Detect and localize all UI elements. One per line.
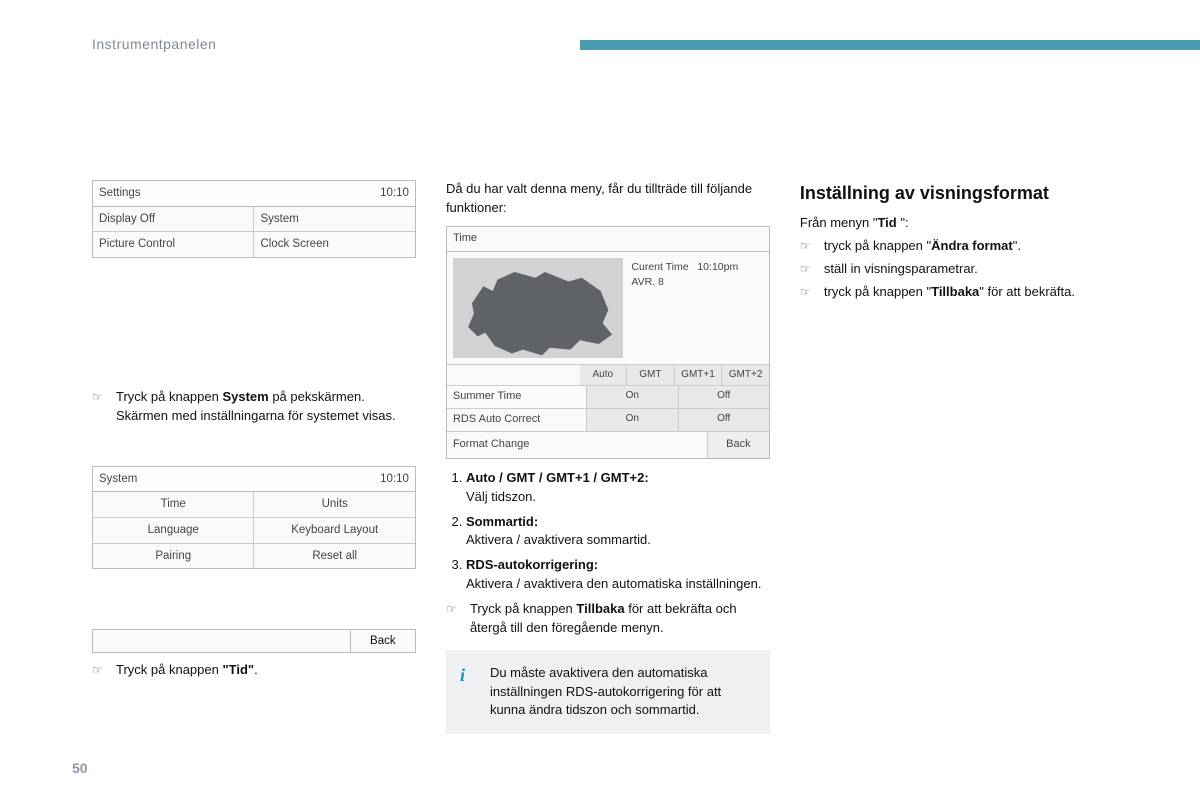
heading: Inställning av visningsformat bbox=[800, 180, 1140, 206]
hand-icon bbox=[800, 237, 816, 256]
europe-map-icon bbox=[453, 258, 623, 358]
settings-cell[interactable]: Clock Screen bbox=[254, 232, 414, 257]
settings-clock: 10:10 bbox=[380, 185, 409, 202]
tz-button[interactable]: GMT bbox=[627, 365, 675, 386]
column-2: Då du har valt denna meny, får du tilltr… bbox=[446, 180, 770, 734]
hand-icon bbox=[92, 388, 108, 426]
numbered-list: Auto / GMT / GMT+1 / GMT+2:Välj tidszon.… bbox=[466, 469, 770, 594]
instruction: Tryck på knappen "Tid". bbox=[92, 661, 416, 680]
intro-text: Då du har valt denna meny, får du tilltr… bbox=[446, 180, 770, 218]
from-menu: Från menyn "Tid ": bbox=[800, 214, 1140, 233]
system-cell[interactable]: Time bbox=[93, 492, 254, 517]
hand-icon bbox=[800, 260, 816, 279]
settings-cell[interactable]: System bbox=[254, 207, 414, 232]
time-panel: Time Curent Time 10:10pm AVR. 8 Auto GMT bbox=[446, 226, 770, 459]
system-cell[interactable]: Keyboard Layout bbox=[254, 518, 414, 543]
instruction: ställ in visningsparametrar. bbox=[800, 260, 1140, 279]
toggle-button[interactable]: Off bbox=[679, 409, 769, 431]
settings-title: Settings bbox=[99, 185, 141, 202]
system-title: System bbox=[99, 471, 137, 488]
instruction: tryck på knappen "Tillbaka" för att bekr… bbox=[800, 283, 1140, 302]
hand-icon bbox=[446, 600, 462, 638]
tz-button[interactable]: GMT+2 bbox=[722, 365, 769, 386]
system-panel: System 10:10 Time Units Language Keyboar… bbox=[92, 466, 416, 570]
settings-panel: Settings 10:10 Display Off System Pictur… bbox=[92, 180, 416, 258]
header-accent-bar bbox=[580, 40, 1200, 50]
info-box: i Du måste avaktivera den automatiska in… bbox=[446, 650, 770, 735]
settings-cell[interactable]: Picture Control bbox=[93, 232, 254, 257]
hand-icon bbox=[800, 283, 816, 302]
toggle-button[interactable]: On bbox=[587, 386, 678, 408]
instruction: tryck på knappen "Ändra format". bbox=[800, 237, 1140, 256]
settings-cell[interactable]: Display Off bbox=[93, 207, 254, 232]
back-button[interactable]: Back bbox=[707, 432, 769, 458]
column-1: Settings 10:10 Display Off System Pictur… bbox=[92, 180, 416, 734]
column-3: Inställning av visningsformat Från menyn… bbox=[800, 180, 1140, 734]
toggle-button[interactable]: Off bbox=[679, 386, 769, 408]
back-strip: Back bbox=[92, 629, 416, 653]
info-icon: i bbox=[460, 662, 465, 688]
instruction: Tryck på knappen Tillbaka för att bekräf… bbox=[446, 600, 770, 638]
section-title: Instrumentpanelen bbox=[92, 36, 216, 52]
row-label: RDS Auto Correct bbox=[447, 409, 587, 431]
time-title: Time bbox=[447, 227, 769, 252]
hand-icon bbox=[92, 661, 108, 680]
page-number: 50 bbox=[72, 760, 88, 776]
system-cell[interactable]: Pairing bbox=[93, 544, 254, 569]
current-time-label: Curent Time bbox=[631, 261, 688, 273]
instruction: Tryck på knappen System på pekskärmen. S… bbox=[92, 388, 416, 426]
tz-button[interactable]: Auto bbox=[580, 365, 628, 386]
system-cell[interactable]: Language bbox=[93, 518, 254, 543]
system-cell[interactable]: Units bbox=[254, 492, 414, 517]
map-image bbox=[453, 258, 623, 358]
system-cell[interactable]: Reset all bbox=[254, 544, 414, 569]
toggle-button[interactable]: On bbox=[587, 409, 678, 431]
tz-button[interactable]: GMT+1 bbox=[675, 365, 723, 386]
back-button[interactable]: Back bbox=[350, 629, 416, 653]
system-clock: 10:10 bbox=[380, 471, 409, 488]
row-label: Summer Time bbox=[447, 386, 587, 408]
format-change-button[interactable]: Format Change bbox=[447, 432, 557, 458]
